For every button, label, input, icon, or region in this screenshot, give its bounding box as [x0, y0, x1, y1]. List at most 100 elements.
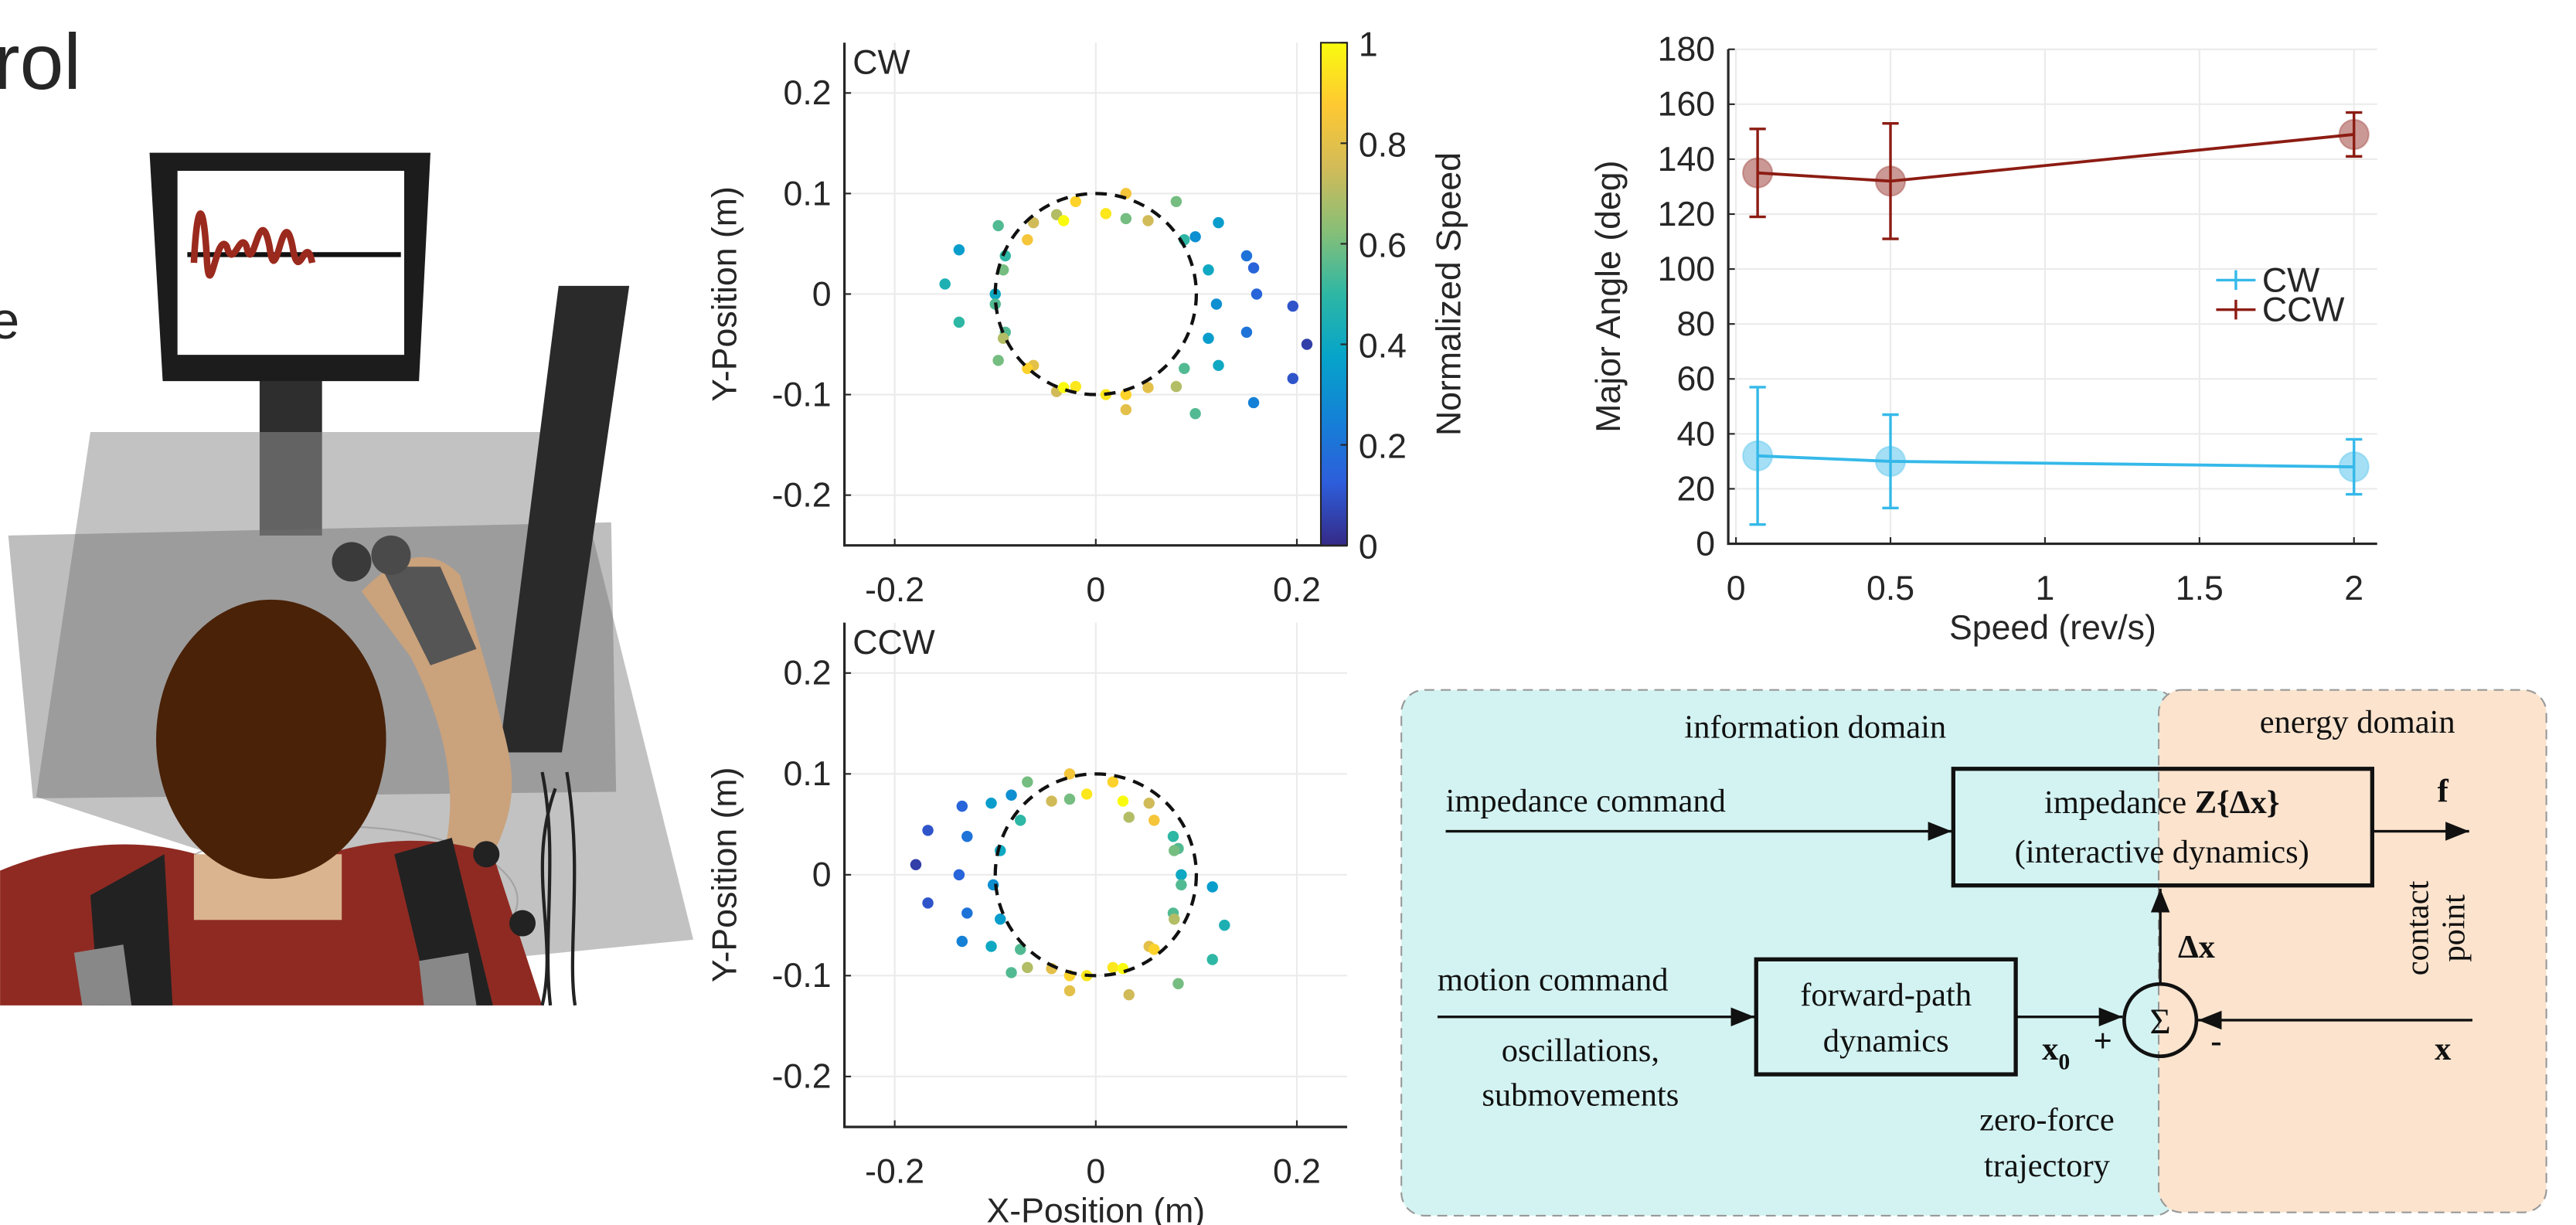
y-axis-label: Y-Position (m) [706, 767, 744, 983]
data-line [1758, 133, 2354, 183]
scatter-point [1210, 298, 1223, 310]
x-tick-label: 0 [1086, 571, 1105, 609]
colorbar-tick-label: 0.8 [1359, 126, 1407, 164]
colorbar-tick-label: 0 [1359, 529, 1378, 567]
block-label: forward-path [1800, 977, 1972, 1013]
scatter-point [1203, 332, 1214, 344]
scatter-point [1063, 768, 1076, 780]
colorbar-tick-label: 0.6 [1359, 226, 1407, 264]
block-label: dynamics [1823, 1023, 1949, 1059]
y-tick-label: -0.1 [772, 957, 832, 995]
scatter-point [1169, 845, 1180, 856]
signal-label: x [2435, 1031, 2452, 1067]
scatter-point [1172, 978, 1184, 990]
scatter-point [985, 797, 997, 809]
block-symbol: Z{Δx} [2195, 784, 2280, 821]
signal-label: f [2438, 773, 2449, 809]
domain-label: energy domain [2260, 704, 2455, 740]
block-label: impedance Z{Δx} [2044, 784, 2279, 821]
scatter-point [1170, 380, 1183, 393]
sign: - [2210, 1023, 2221, 1059]
y-tick-label: 120 [1658, 196, 1715, 233]
scatter-point [1100, 208, 1112, 219]
scatter-point [1240, 326, 1253, 339]
y-tick-label: 0.1 [784, 755, 832, 793]
axis-line [1727, 49, 2377, 546]
y-tick-label: 0 [1696, 525, 1715, 563]
scatter-point [910, 859, 922, 871]
scatter-point [1006, 967, 1017, 978]
sign: + [2094, 1023, 2112, 1059]
domain-label: information domain [1684, 709, 1946, 745]
x-tick-label: 0.2 [1273, 1152, 1321, 1190]
slide-title: rol [0, 18, 81, 106]
axis-line [843, 43, 1348, 547]
y-tick-label: 40 [1676, 415, 1715, 453]
x-tick-label: 0 [1086, 1152, 1105, 1190]
x-tick-label: 0.2 [1273, 571, 1321, 609]
scatter-point [1148, 815, 1160, 826]
axis-line [843, 622, 1348, 1128]
scatter-point [992, 219, 1004, 232]
y-tick-label: 0.2 [784, 74, 832, 112]
scatter-point [1287, 373, 1299, 384]
scatter-point [995, 914, 1006, 925]
scatter-point [1240, 250, 1253, 262]
scatter-point [1213, 359, 1224, 372]
marker [1874, 445, 1907, 478]
colorbar [1319, 42, 1349, 546]
y-tick-label: 160 [1658, 86, 1715, 124]
scatter-point [1057, 215, 1070, 226]
scatter-point [1117, 962, 1129, 975]
scatter-point [1213, 216, 1224, 229]
chart-title: CW [852, 44, 910, 82]
scatter-point [1080, 788, 1093, 800]
port-label: contactpoint [2400, 880, 2472, 975]
scatter-point [1142, 215, 1154, 226]
scatter-point [953, 244, 965, 256]
scatter-point [1301, 339, 1313, 350]
scatter-point [1189, 408, 1201, 420]
y-tick-label: -0.2 [772, 477, 832, 515]
x-tick-label: 0.5 [1866, 570, 1914, 607]
scatter-point [1167, 831, 1179, 842]
scatter-point [956, 800, 968, 812]
y-tick-label: 80 [1676, 305, 1715, 343]
signal-note: zero-force [1979, 1101, 2115, 1138]
energy-domain-box [2157, 689, 2547, 1213]
scatter-point [1179, 362, 1190, 374]
scatter-point [961, 831, 973, 842]
legend-symbol [2216, 270, 2256, 291]
y-axis-label: Major Angle (deg) [1590, 161, 1628, 433]
chart-title: CCW [852, 624, 935, 662]
scatter-point [1148, 944, 1160, 955]
y-tick-label: -0.2 [772, 1058, 832, 1096]
scatter-point [1046, 795, 1057, 807]
scatter-point [1015, 815, 1026, 826]
x-tick-label: -0.2 [865, 1152, 924, 1190]
impedance-block [1951, 767, 2374, 888]
scatter-point [1107, 776, 1119, 788]
y-tick-label: 0 [812, 275, 832, 313]
scatter-point [1022, 961, 1033, 974]
scatter-point [1287, 300, 1299, 312]
scatter-point [1022, 362, 1033, 374]
scatter-point [961, 907, 973, 919]
y-tick-label: 60 [1676, 360, 1715, 398]
y-tick-label: 0 [812, 856, 832, 894]
port-line: contact [2400, 880, 2436, 975]
signal-label: Δx [2178, 929, 2216, 965]
scatter-point [1120, 389, 1132, 400]
input-label: impedance command [1446, 783, 1726, 819]
legend-label: CCW [2262, 291, 2345, 329]
scatter-point [1107, 961, 1119, 974]
scatter-point [1022, 233, 1033, 246]
scatter-point [1251, 288, 1263, 300]
x-axis-label: X-Position (m) [986, 1192, 1205, 1225]
data-line [1758, 454, 2354, 468]
scatter-point [939, 278, 951, 290]
x-tick-label: 0 [1727, 570, 1746, 607]
scatter-point [1176, 869, 1187, 881]
y-tick-label: 180 [1658, 31, 1715, 69]
signal-subscript: 0 [2058, 1050, 2070, 1075]
